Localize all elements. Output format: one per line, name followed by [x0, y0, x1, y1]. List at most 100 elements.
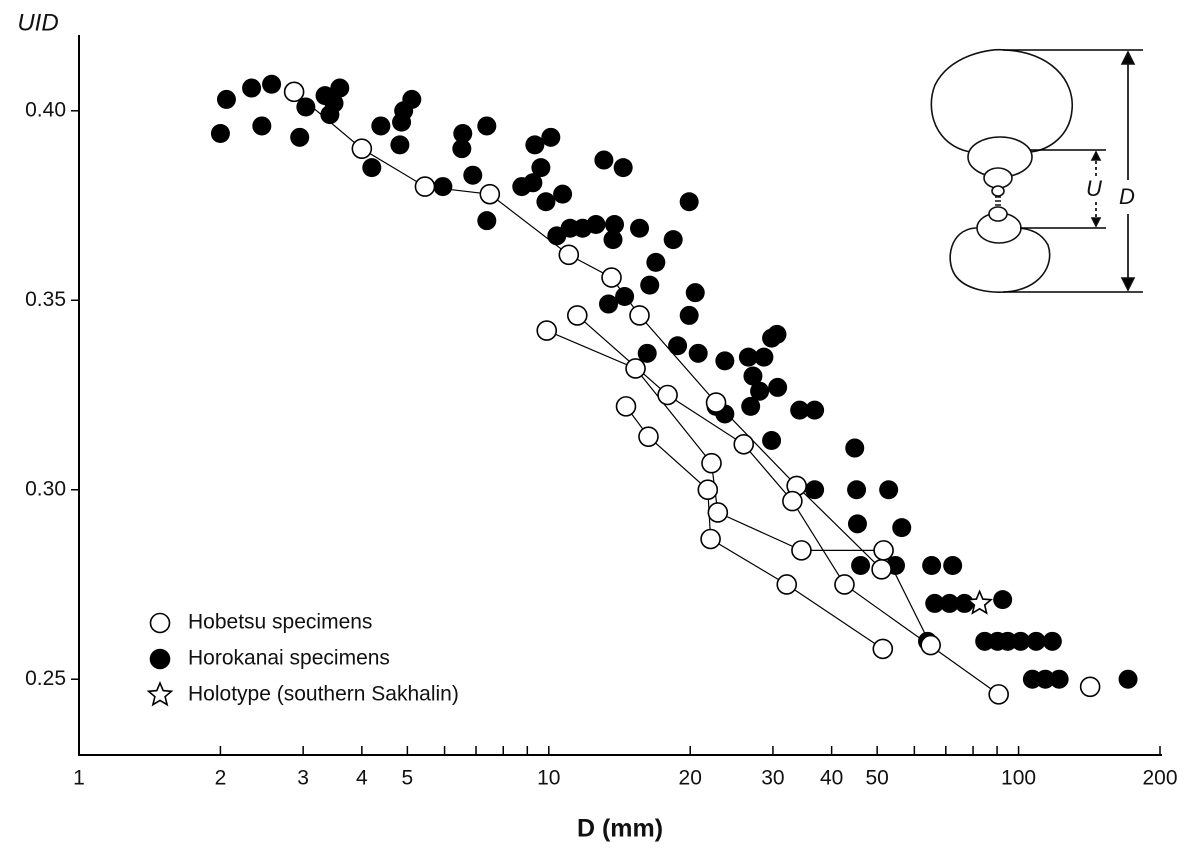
- point-filled: [954, 593, 974, 613]
- point-open: [638, 426, 659, 447]
- point-filled: [768, 377, 788, 397]
- point-filled: [741, 396, 761, 416]
- arrow-head: [1120, 50, 1136, 292]
- point-open: [701, 452, 722, 474]
- point-open: [558, 244, 580, 266]
- point-filled: [433, 177, 453, 197]
- series: [283, 81, 1101, 705]
- growth-line: [546, 330, 932, 646]
- point-open: [920, 634, 941, 656]
- point-filled: [851, 556, 871, 576]
- point-filled: [477, 211, 497, 231]
- point-filled: [790, 400, 810, 420]
- point-filled: [615, 286, 635, 306]
- point-filled: [371, 116, 391, 136]
- point-filled: [594, 150, 614, 170]
- point-filled: [943, 556, 963, 576]
- point-filled: [637, 343, 657, 363]
- y-tick-label: 0.25: [25, 667, 66, 690]
- point-open: [988, 684, 1009, 705]
- point-open: [776, 574, 798, 595]
- point-filled: [762, 430, 782, 450]
- point-filled: [463, 165, 483, 185]
- inset-diagram: [930, 48, 1143, 293]
- inset-label: D: [1119, 184, 1135, 209]
- y-tick-label: 0.30: [25, 477, 66, 500]
- point-open: [782, 490, 803, 512]
- point-open: [700, 528, 721, 550]
- point-filled: [1042, 631, 1062, 651]
- point-filled: [767, 324, 787, 344]
- shell-whorl: [991, 185, 1005, 197]
- point-filled: [362, 158, 382, 178]
- point-filled: [685, 283, 705, 303]
- point-open: [479, 183, 501, 205]
- point-filled: [805, 480, 825, 500]
- point-open: [615, 396, 637, 417]
- x-tick-label: 100: [1001, 767, 1036, 790]
- point-open: [625, 358, 646, 379]
- point-filled: [922, 556, 942, 576]
- point-filled: [743, 366, 763, 386]
- point-filled: [216, 89, 236, 109]
- point-filled: [605, 214, 625, 234]
- legend-label: Hobetsu specimens: [188, 611, 372, 634]
- point-filled: [262, 74, 282, 94]
- point-star: [966, 589, 993, 615]
- shell-whorl: [988, 206, 1008, 222]
- point-open: [733, 433, 755, 455]
- shell-core: [995, 196, 1001, 206]
- point-filled: [296, 97, 316, 117]
- point-filled: [847, 480, 867, 500]
- point-filled: [599, 294, 619, 314]
- point-filled: [754, 347, 774, 367]
- point-open: [871, 559, 892, 580]
- point-open: [629, 305, 650, 326]
- point-filled: [630, 218, 650, 238]
- point-filled: [242, 78, 262, 98]
- x-tick-label: 2: [215, 767, 227, 790]
- point-open: [567, 305, 588, 326]
- legend-marker: [149, 612, 171, 634]
- x-tick-label: 3: [297, 767, 309, 790]
- series: [210, 74, 1138, 689]
- point-open: [707, 502, 729, 523]
- point-filled: [1011, 631, 1031, 651]
- point-filled: [453, 124, 473, 144]
- point-filled: [603, 230, 623, 250]
- point-filled: [1035, 669, 1055, 689]
- legend-marker: [149, 648, 171, 670]
- x-tick-label: 10: [537, 767, 560, 790]
- point-filled: [477, 116, 497, 136]
- point-filled: [668, 336, 688, 356]
- point-filled: [879, 480, 899, 500]
- point-filled: [523, 173, 543, 193]
- point-filled: [541, 127, 561, 147]
- inset-label: U: [1086, 176, 1102, 201]
- x-tick-label: 40: [820, 767, 843, 790]
- point-filled: [531, 158, 551, 178]
- point-filled: [402, 89, 422, 109]
- y-tick-label: 0.40: [25, 98, 66, 121]
- point-filled: [892, 518, 912, 538]
- x-axis-label: D (mm): [577, 815, 663, 843]
- arrow-head: [1090, 150, 1102, 228]
- point-open: [601, 267, 622, 288]
- x-tick-label: 4: [356, 767, 368, 790]
- point-open: [705, 392, 727, 413]
- point-filled: [847, 514, 867, 534]
- growth-line: [293, 91, 883, 570]
- point-filled: [1118, 669, 1138, 689]
- point-filled: [679, 305, 699, 325]
- point-filled: [390, 135, 410, 155]
- point-filled: [688, 343, 708, 363]
- point-filled: [1049, 669, 1069, 689]
- x-tick-label: 30: [761, 767, 784, 790]
- point-open: [697, 479, 719, 501]
- point-filled: [738, 347, 758, 367]
- y-axis-label: UID: [17, 9, 58, 36]
- point-filled: [1026, 631, 1046, 651]
- shell-whorl: [983, 167, 1013, 189]
- point-filled: [613, 158, 633, 178]
- point-filled: [324, 93, 344, 113]
